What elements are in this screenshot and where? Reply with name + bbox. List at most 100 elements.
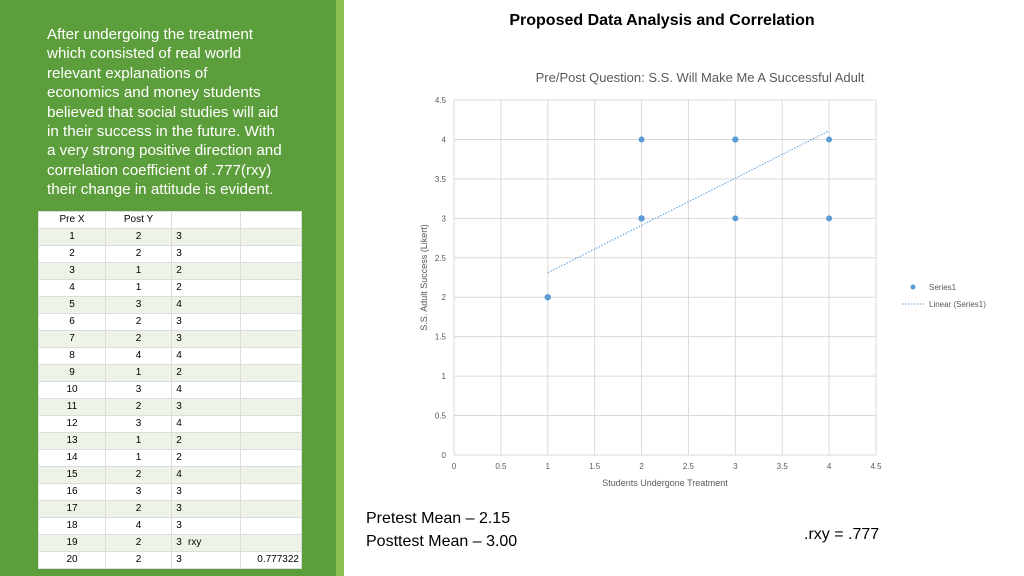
extra-value [240,500,302,518]
table-header-row: Pre X Post Y [38,211,302,229]
intro-line: believed that social studies will aid [47,103,279,121]
extra-value: 0.777322 [240,551,302,569]
intro-line: a very strong positive direction and [47,142,282,160]
x-tick-label: 2 [639,462,644,471]
post-y-value: 4 [176,384,182,395]
post-y-value: 4 [176,299,182,310]
extra-value [240,313,302,331]
pre-x-value: 2 [105,330,172,348]
pre-x-value: 2 [105,313,172,331]
extra-value [240,279,302,297]
post-y-value: 3 [176,401,182,412]
intro-line: their change in attitude is evident. [47,181,274,199]
scatter-chart: 0 0.5 1 1.5 2 2.5 3 3.5 4 4.5 0 0.5 1 1.5 2 2.5 3 3.5 4 4.5… [419,96,986,488]
row-number: 4 [38,279,106,297]
post-y-value: 3 [176,333,182,344]
post-y-value: 2 [176,265,182,276]
stats-block: Pretest Mean – 2.15 Posttest Mean – 3.00 [366,507,517,553]
table-row: 12 3 4 [38,415,302,433]
header-empty [240,211,302,229]
post-y-cell: 4 [171,466,241,484]
x-tick-label: 3 [733,462,738,471]
post-y-cell: 3 [171,330,241,348]
post-y-cell: 3 [171,551,241,569]
row-number: 5 [38,296,106,314]
table-row: 18 4 3 [38,517,302,535]
extra-value [240,347,302,365]
post-y-cell: 3 [171,500,241,518]
pretest-mean: Pretest Mean – 2.15 [366,510,511,527]
data-point [826,215,833,222]
row-number: 11 [38,398,106,416]
intro-line: After undergoing the treatment [47,26,254,43]
data-point [638,136,645,143]
post-y-cell: 3 [171,398,241,416]
y-tick-label: 3.5 [435,175,447,184]
post-y-cell: 4 [171,296,241,314]
row-number: 2 [38,245,106,263]
table-row: 16 3 3 [38,483,302,501]
y-axis-title: S.S. Adult Success (Likert) [419,224,429,331]
post-y-value: 2 [176,282,182,293]
post-y-value: 3 [176,537,182,548]
y-tick-label: 4.5 [435,96,447,105]
post-y-value: 3 [176,231,182,242]
post-y-cell: 3 [171,228,241,246]
pre-x-value: 2 [105,245,172,263]
data-point [826,136,833,143]
extra-value [240,364,302,382]
table-row: 13 1 2 [38,432,302,450]
intro-line: correlation coefficient of .777(rxy) [47,161,272,179]
intro-line: economics and money students [47,84,261,102]
pre-x-value: 4 [105,347,172,365]
post-y-value: 3 [176,554,182,565]
table-row: 10 3 4 [38,381,302,399]
accent-stripe [336,0,344,576]
page-title: Proposed Data Analysis and Correlation [509,12,815,29]
y-tick-label: 0 [442,451,447,460]
x-tick-label: 2.5 [683,462,695,471]
row-number: 3 [38,262,106,280]
extra-value [240,245,302,263]
table-row: 14 1 2 [38,449,302,467]
extra-value [240,398,302,416]
pre-x-value: 2 [105,551,172,569]
pre-x-value: 3 [105,483,172,501]
data-point [544,294,551,301]
pre-x-value: 2 [105,534,172,552]
post-y-value: 3 [176,520,182,531]
pre-x-value: 1 [105,279,172,297]
post-y-cell: 2 [171,432,241,450]
table-row: 11 2 3 [38,398,302,416]
row-number: 13 [38,432,106,450]
extra-value [240,534,302,552]
intro-line: relevant explanations of [47,64,208,82]
data-point [732,215,739,222]
post-y-value: 2 [176,435,182,446]
row-number: 9 [38,364,106,382]
row-number: 17 [38,500,106,518]
pre-x-value: 2 [105,398,172,416]
y-tick-label: 0.5 [435,412,447,421]
y-tick-label: 3 [442,214,447,223]
intro-text: After undergoing the treatment which con… [47,25,317,200]
x-tick-label: 3.5 [777,462,789,471]
legend-label-trendline: Linear (Series1) [929,300,986,309]
post-y-cell: 2 [171,364,241,382]
pre-x-value: 3 [105,415,172,433]
post-y-value: 2 [176,452,182,463]
post-y-cell: 3 [171,483,241,501]
post-y-value: 3 [176,316,182,327]
y-tick-label: 4 [442,135,447,144]
extra-value [240,483,302,501]
y-tick-label: 1 [442,372,447,381]
post-y-cell: 4 [171,347,241,365]
row-number: 10 [38,381,106,399]
row-number: 14 [38,449,106,467]
